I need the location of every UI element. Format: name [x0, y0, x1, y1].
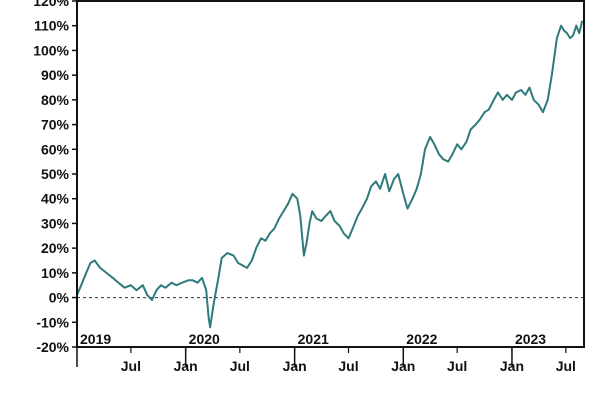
y-tick-label: -10% [36, 314, 69, 330]
series-line [76, 20, 584, 329]
y-tick-label: 90% [41, 67, 70, 83]
x-axis-ticks [76, 347, 567, 367]
x-axis-year-labels: 2019 2020 2021 2022 2023 [80, 331, 546, 347]
plot-frame [76, 0, 585, 348]
y-tick-label: 70% [41, 117, 70, 133]
x-year-label: 2019 [80, 331, 111, 347]
x-month-label: Jul [121, 358, 141, 374]
x-year-label: 2020 [189, 331, 220, 347]
y-tick-label: 0% [49, 290, 70, 306]
y-tick-label: 50% [41, 166, 70, 182]
x-axis-month-labels: Jul Jan Jul Jan Jul Jan Jul Jan Jul [121, 358, 576, 374]
x-month-label: Jul [447, 358, 467, 374]
y-axis-labels: -20% -10% 0% 10% 20% 30% 40% 50% 60% 70% 80% 90% 100… [33, 0, 69, 355]
x-month-label: Jan [283, 358, 307, 374]
y-tick-label: 80% [41, 92, 70, 108]
x-year-label: 2021 [298, 331, 329, 347]
y-tick-label: 20% [41, 240, 70, 256]
y-tick-label: 40% [41, 191, 70, 207]
y-tick-label: 10% [41, 265, 70, 281]
x-month-label: Jul [338, 358, 358, 374]
y-tick-label: 100% [33, 42, 69, 58]
x-month-label: Jul [556, 358, 576, 374]
x-year-label: 2022 [406, 331, 437, 347]
y-tick-label: 60% [41, 141, 70, 157]
x-month-label: Jan [174, 358, 198, 374]
x-month-label: Jul [230, 358, 250, 374]
y-tick-label: 110% [34, 18, 70, 34]
y-tick-label: -20% [36, 339, 69, 355]
x-year-label: 2023 [515, 331, 546, 347]
y-tick-label: 30% [41, 215, 70, 231]
x-month-label: Jan [500, 358, 524, 374]
x-month-label: Jan [391, 358, 415, 374]
y-tick-label: 120% [33, 0, 69, 9]
